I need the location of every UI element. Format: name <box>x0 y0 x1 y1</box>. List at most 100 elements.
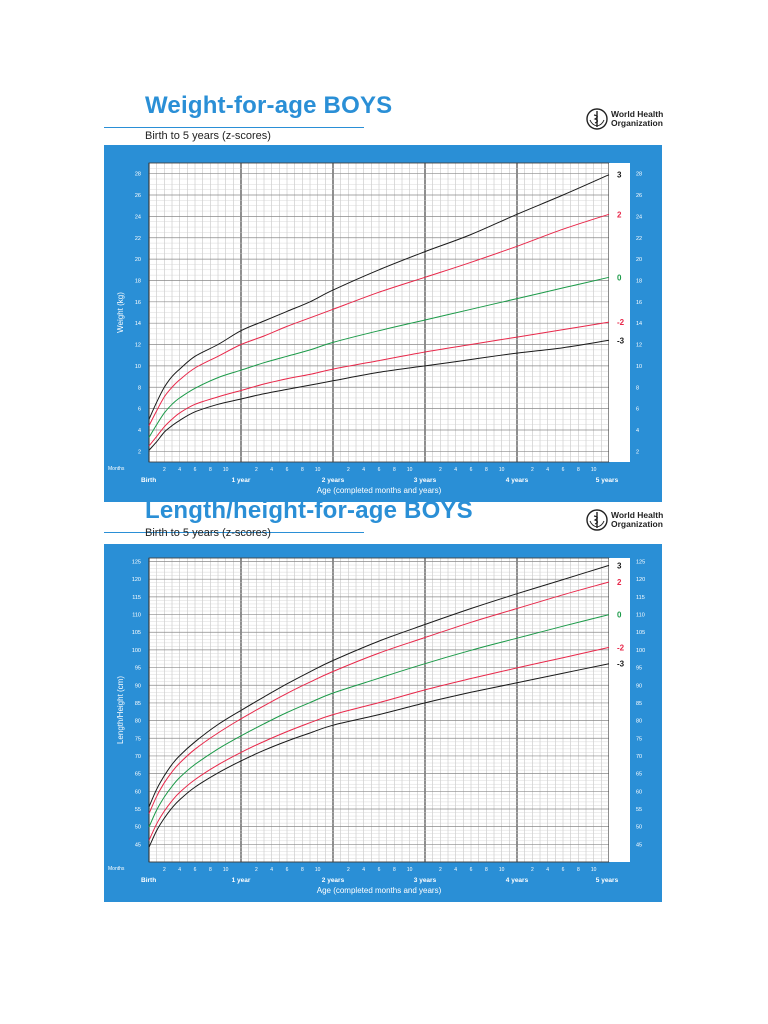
y-tick-label: 12 <box>135 343 141 349</box>
y-tick-label-right: 4 <box>636 428 639 434</box>
y-tick-label-right: 26 <box>636 193 642 199</box>
month-tick-label: 10 <box>223 867 229 873</box>
month-tick-label: 2 <box>163 867 166 873</box>
year-label: 5 years <box>596 477 619 484</box>
series-line-z-2 <box>148 646 610 841</box>
year-label: 2 years <box>322 877 345 884</box>
month-tick-label: 6 <box>470 467 473 473</box>
y-tick-label-right: 70 <box>636 754 642 760</box>
y-tick-label-right: 6 <box>636 407 639 413</box>
chart-subtitle: Birth to 5 years (z-scores) <box>145 130 271 142</box>
y-tick-label: 55 <box>135 807 141 813</box>
y-tick-label-right: 16 <box>636 300 642 306</box>
series-label-z2: 2 <box>617 210 622 219</box>
month-tick-label: 10 <box>407 467 413 473</box>
month-tick-label: 4 <box>546 867 549 873</box>
y-tick-label: 2 <box>138 449 141 455</box>
org-name-line1: World Health <box>611 510 664 520</box>
y-tick-label: 6 <box>138 407 141 413</box>
month-tick-label: 2 <box>255 867 258 873</box>
y-tick-label: 120 <box>132 577 141 583</box>
month-tick-label: 6 <box>470 867 473 873</box>
month-tick-label: 4 <box>178 867 181 873</box>
year-label: 2 years <box>322 477 345 484</box>
title-divider <box>104 127 364 128</box>
who-logo: World Health Organization <box>586 509 673 531</box>
grid <box>148 557 610 863</box>
organization-name: World Health Organization <box>611 511 673 529</box>
series-line-z3 <box>148 564 610 808</box>
y-tick-label: 26 <box>135 193 141 199</box>
y-tick-label: 50 <box>135 825 141 831</box>
chart-subtitle: Birth to 5 years (z-scores) <box>145 527 271 539</box>
month-tick-label: 8 <box>301 467 304 473</box>
y-tick-label: 110 <box>132 613 141 619</box>
series-label-z2: 2 <box>617 578 622 587</box>
month-tick-label: 4 <box>546 467 549 473</box>
month-tick-label: 8 <box>577 467 580 473</box>
month-tick-label: 8 <box>485 867 488 873</box>
year-label: 3 years <box>414 477 437 484</box>
series-label-z-2: -2 <box>617 643 625 652</box>
y-tick-label: 100 <box>132 648 141 654</box>
year-label: 4 years <box>506 477 529 484</box>
series-line-z-3 <box>148 663 610 848</box>
month-tick-label: 10 <box>591 867 597 873</box>
month-tick-label: 8 <box>209 467 212 473</box>
y-tick-label: 95 <box>135 666 141 672</box>
who-logo: World Health Organization <box>586 108 673 130</box>
series-label-z3: 3 <box>617 561 622 570</box>
y-tick-label: 10 <box>135 364 141 370</box>
y-tick-label: 70 <box>135 754 141 760</box>
who-emblem-icon <box>586 108 608 130</box>
y-axis-label: Length/Height (cm) <box>116 676 125 744</box>
year-label: 1 year <box>232 877 251 884</box>
month-tick-label: 2 <box>347 467 350 473</box>
y-tick-label: 75 <box>135 736 141 742</box>
y-tick-label: 14 <box>135 321 141 327</box>
y-axis-label: Weight (kg) <box>116 292 125 333</box>
month-tick-label: 8 <box>209 867 212 873</box>
series-line-z3 <box>148 174 610 420</box>
month-tick-label: 8 <box>485 467 488 473</box>
month-tick-label: 2 <box>255 467 258 473</box>
y-tick-label: 24 <box>135 214 141 220</box>
org-name-line1: World Health <box>611 109 664 119</box>
series-line-z2 <box>148 213 610 426</box>
month-tick-label: 6 <box>378 467 381 473</box>
series-line-z0 <box>148 614 610 828</box>
org-name-line2: Organization <box>611 118 663 128</box>
grid <box>148 162 610 463</box>
month-tick-label: 10 <box>315 867 321 873</box>
y-tick-label: 18 <box>135 278 141 284</box>
organization-name: World Health Organization <box>611 110 673 128</box>
y-tick-label-right: 100 <box>636 648 645 654</box>
y-tick-label-right: 80 <box>636 719 642 725</box>
year-label: Birth <box>141 877 156 884</box>
y-tick-label-right: 50 <box>636 825 642 831</box>
series-label-z3: 3 <box>617 171 622 180</box>
month-tick-label: 10 <box>499 867 505 873</box>
y-tick-label-right: 90 <box>636 683 642 689</box>
month-tick-label: 6 <box>562 867 565 873</box>
y-tick-label: 80 <box>135 719 141 725</box>
month-tick-label: 6 <box>194 867 197 873</box>
months-label: Months <box>108 466 125 472</box>
y-tick-label-right: 12 <box>636 343 642 349</box>
year-label: 1 year <box>232 477 251 484</box>
month-tick-label: 2 <box>163 467 166 473</box>
months-label: Months <box>108 866 125 872</box>
y-tick-label-right: 120 <box>636 577 645 583</box>
month-tick-label: 10 <box>315 467 321 473</box>
y-tick-label-right: 18 <box>636 278 642 284</box>
month-tick-label: 2 <box>531 467 534 473</box>
y-tick-label-right: 55 <box>636 807 642 813</box>
month-tick-label: 4 <box>362 467 365 473</box>
series-line-z-3 <box>148 339 610 451</box>
y-tick-label: 16 <box>135 300 141 306</box>
title-divider <box>104 532 364 533</box>
y-tick-label-right: 95 <box>636 666 642 672</box>
y-tick-label-right: 10 <box>636 364 642 370</box>
